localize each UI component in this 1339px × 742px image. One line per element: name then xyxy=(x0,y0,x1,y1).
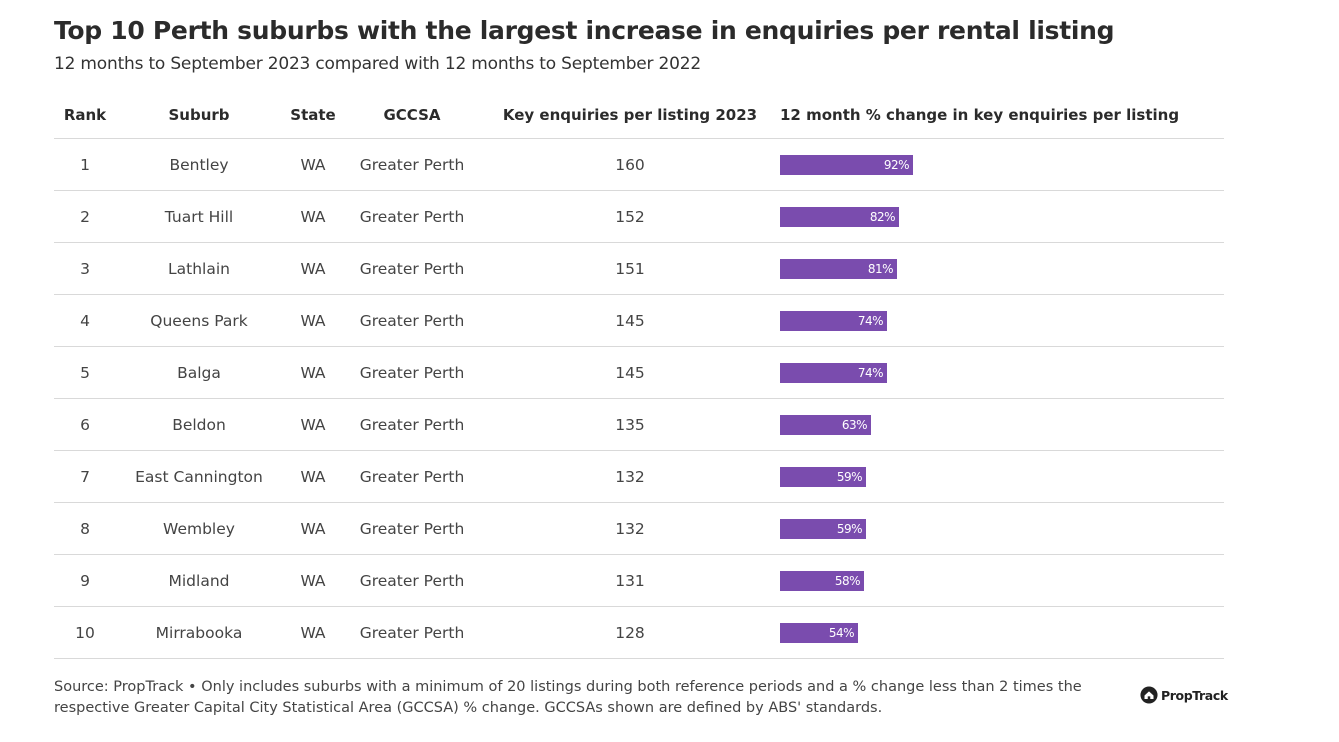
change-cell: 82% xyxy=(780,190,1224,243)
table-row: 8 Wembley WA Greater Perth 132 59% xyxy=(54,502,1224,555)
state-cell: WA xyxy=(282,606,344,659)
state-cell: WA xyxy=(282,190,344,243)
enquiries-cell: 151 xyxy=(480,242,780,295)
suburb-cell: Tuart Hill xyxy=(116,190,282,243)
change-bar: 59% xyxy=(780,466,866,487)
change-cell: 92% xyxy=(780,138,1224,191)
enquiries-cell: 145 xyxy=(480,294,780,347)
suburb-cell: Bentley xyxy=(116,138,282,191)
change-cell: 63% xyxy=(780,398,1224,451)
table-row: 2 Tuart Hill WA Greater Perth 152 82% xyxy=(54,190,1224,243)
table-row: 1 Bentley WA Greater Perth 160 92% xyxy=(54,138,1224,191)
gccsa-cell: Greater Perth xyxy=(344,502,480,555)
enquiries-cell: 128 xyxy=(480,606,780,659)
header-state: State xyxy=(282,92,344,139)
proptrack-logo: PropTrack xyxy=(1140,684,1228,706)
gccsa-cell: Greater Perth xyxy=(344,138,480,191)
gccsa-cell: Greater Perth xyxy=(344,606,480,659)
header-gccsa: GCCSA xyxy=(344,92,480,139)
rank-cell: 5 xyxy=(54,346,116,399)
table-row: 7 East Cannington WA Greater Perth 132 59% xyxy=(54,450,1224,503)
rank-cell: 8 xyxy=(54,502,116,555)
rank-cell: 1 xyxy=(54,138,116,191)
rank-cell: 9 xyxy=(54,554,116,607)
rank-cell: 10 xyxy=(54,606,116,659)
suburb-cell: Queens Park xyxy=(116,294,282,347)
suburb-cell: Wembley xyxy=(116,502,282,555)
change-bar: 82% xyxy=(780,206,899,227)
enquiries-cell: 132 xyxy=(480,450,780,503)
change-cell: 81% xyxy=(780,242,1224,295)
gccsa-cell: Greater Perth xyxy=(344,554,480,607)
change-bar: 63% xyxy=(780,414,871,435)
table-row: 4 Queens Park WA Greater Perth 145 74% xyxy=(54,294,1224,347)
enquiries-cell: 135 xyxy=(480,398,780,451)
enquiries-cell: 145 xyxy=(480,346,780,399)
rank-cell: 4 xyxy=(54,294,116,347)
change-cell: 59% xyxy=(780,450,1224,503)
table-row: 3 Lathlain WA Greater Perth 151 81% xyxy=(54,242,1224,295)
rank-cell: 2 xyxy=(54,190,116,243)
rank-cell: 3 xyxy=(54,242,116,295)
change-bar: 81% xyxy=(780,258,897,279)
chart-subtitle: 12 months to September 2023 compared wit… xyxy=(54,54,702,74)
gccsa-cell: Greater Perth xyxy=(344,450,480,503)
change-cell: 59% xyxy=(780,502,1224,555)
change-cell: 58% xyxy=(780,554,1224,607)
header-change: 12 month % change in key enquiries per l… xyxy=(780,92,1224,139)
suburb-cell: Lathlain xyxy=(116,242,282,295)
suburb-cell: Midland xyxy=(116,554,282,607)
enquiries-cell: 160 xyxy=(480,138,780,191)
suburb-cell: Beldon xyxy=(116,398,282,451)
change-bar: 74% xyxy=(780,310,887,331)
source-note: Source: PropTrack • Only includes suburb… xyxy=(54,679,1082,716)
house-icon xyxy=(1140,686,1158,704)
state-cell: WA xyxy=(282,294,344,347)
suburb-cell: Balga xyxy=(116,346,282,399)
enquiries-cell: 131 xyxy=(480,554,780,607)
table-row: 6 Beldon WA Greater Perth 135 63% xyxy=(54,398,1224,451)
enquiries-cell: 132 xyxy=(480,502,780,555)
header-enquiries: Key enquiries per listing 2023 xyxy=(480,92,780,139)
table-row: 5 Balga WA Greater Perth 145 74% xyxy=(54,346,1224,399)
enquiries-cell: 152 xyxy=(480,190,780,243)
change-cell: 74% xyxy=(780,346,1224,399)
suburb-cell: East Cannington xyxy=(116,450,282,503)
state-cell: WA xyxy=(282,242,344,295)
rank-cell: 7 xyxy=(54,450,116,503)
state-cell: WA xyxy=(282,398,344,451)
state-cell: WA xyxy=(282,502,344,555)
chart-title: Top 10 Perth suburbs with the largest in… xyxy=(54,16,1115,45)
change-bar: 59% xyxy=(780,518,866,539)
change-bar: 74% xyxy=(780,362,887,383)
rank-cell: 6 xyxy=(54,398,116,451)
gccsa-cell: Greater Perth xyxy=(344,294,480,347)
state-cell: WA xyxy=(282,554,344,607)
gccsa-cell: Greater Perth xyxy=(344,346,480,399)
table-body: 1 Bentley WA Greater Perth 160 92% 2 Tuart Hill… xyxy=(54,138,1224,659)
change-bar: 58% xyxy=(780,570,864,591)
change-bar: 54% xyxy=(780,622,858,643)
state-cell: WA xyxy=(282,450,344,503)
table-row: 10 Mirrabooka WA Greater Perth 128 54% xyxy=(54,606,1224,659)
gccsa-cell: Greater Perth xyxy=(344,242,480,295)
state-cell: WA xyxy=(282,346,344,399)
ranking-table: Rank Suburb State GCCSA Key enquiries pe… xyxy=(54,92,1224,659)
change-bar: 92% xyxy=(780,154,913,175)
state-cell: WA xyxy=(282,138,344,191)
table-header-row: Rank Suburb State GCCSA Key enquiries pe… xyxy=(54,92,1224,139)
table-row: 9 Midland WA Greater Perth 131 58% xyxy=(54,554,1224,607)
suburb-cell: Mirrabooka xyxy=(116,606,282,659)
header-rank: Rank xyxy=(54,92,116,139)
gccsa-cell: Greater Perth xyxy=(344,398,480,451)
gccsa-cell: Greater Perth xyxy=(344,190,480,243)
change-cell: 54% xyxy=(780,606,1224,659)
header-suburb: Suburb xyxy=(116,92,282,139)
change-cell: 74% xyxy=(780,294,1224,347)
logo-text: PropTrack xyxy=(1161,687,1228,703)
